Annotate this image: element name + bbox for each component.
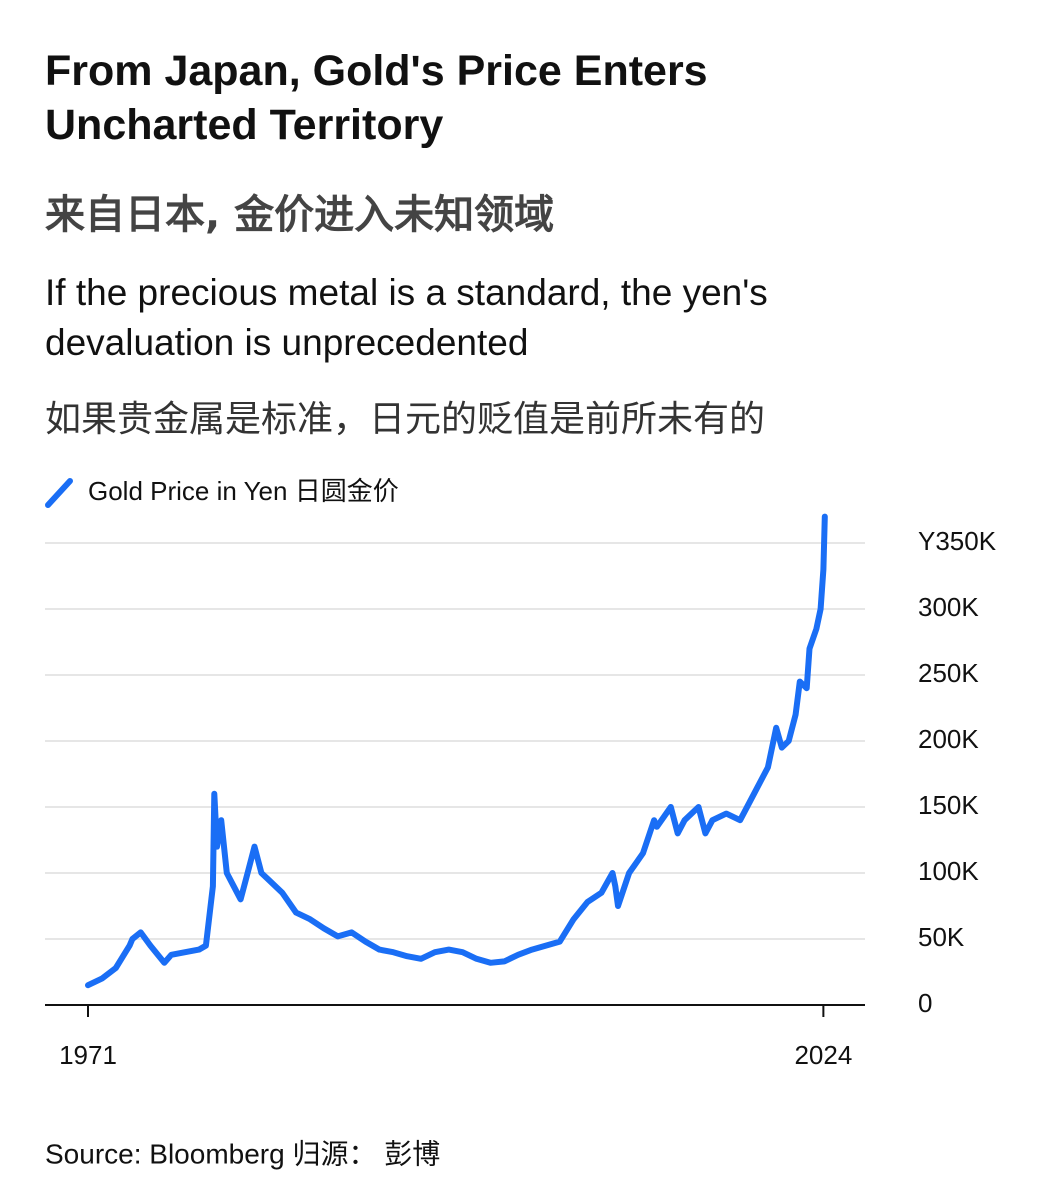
y-tick-label: Y350K [918, 526, 997, 556]
legend-swatch [45, 478, 73, 508]
x-tick-label: 1971 [59, 1040, 117, 1070]
subtitle-zh: 如果贵金属是标准，日元的贬值是前所未有的 [45, 399, 766, 440]
price-line [85, 513, 828, 989]
title: From Japan, Gold's Price Enters Uncharte… [45, 47, 708, 149]
y-tick-label: 150K [918, 790, 979, 820]
legend-label: Gold Price in Yen 日圆金价 [88, 476, 399, 506]
y-tick-label: 200K [918, 724, 979, 754]
y-tick-label: 100K [918, 856, 979, 886]
y-tick-label: 300K [918, 592, 979, 622]
title-zh: 来自日本, 金价进入未知领域 [45, 192, 555, 238]
x-tick-label: 2024 [794, 1040, 852, 1070]
y-tick-label: 0 [918, 988, 932, 1018]
y-tick-label: 50K [918, 922, 965, 952]
source: Source: Bloomberg 归源： 彭博 [45, 1138, 440, 1169]
subtitle: If the precious metal is a standard, the… [45, 272, 768, 363]
y-tick-label: 250K [918, 658, 979, 688]
